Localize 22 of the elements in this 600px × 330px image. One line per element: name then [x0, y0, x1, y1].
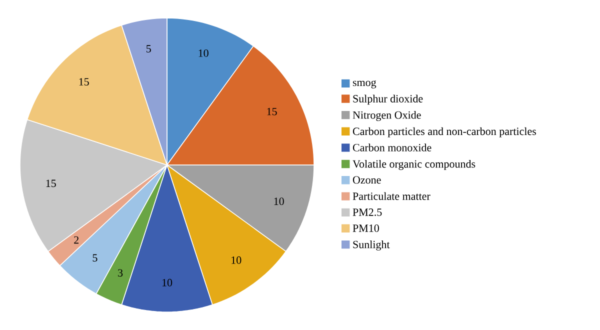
legend-label: PM10 [352, 224, 379, 232]
data-label: 15 [46, 180, 56, 188]
data-label: 10 [274, 198, 284, 206]
data-label: 10 [232, 256, 242, 264]
legend-label: Volatile organic compounds [352, 160, 476, 170]
legend-label: smog [352, 80, 376, 88]
data-label: 2 [74, 236, 79, 244]
legend-label: Sulphur dioxide [353, 94, 423, 105]
legend-label: Carbon particles and non-carbon particles [352, 127, 536, 138]
data-label: 15 [267, 108, 277, 116]
legend-label: Nitrogen Oxide [352, 111, 421, 122]
data-label: 5 [146, 45, 151, 52]
legend-label: Ozone [352, 176, 381, 184]
data-label: 10 [162, 278, 172, 286]
data-label: 10 [198, 49, 208, 57]
legend-label: Particulate matter [352, 192, 430, 200]
legend-label: Sunlight [353, 240, 390, 250]
data-label: 5 [92, 254, 98, 262]
data-label: 3 [118, 269, 123, 277]
legend-label: PM2.5 [352, 208, 382, 216]
legend-label: Carbon monoxide [352, 144, 432, 152]
data-label: 15 [79, 78, 89, 86]
